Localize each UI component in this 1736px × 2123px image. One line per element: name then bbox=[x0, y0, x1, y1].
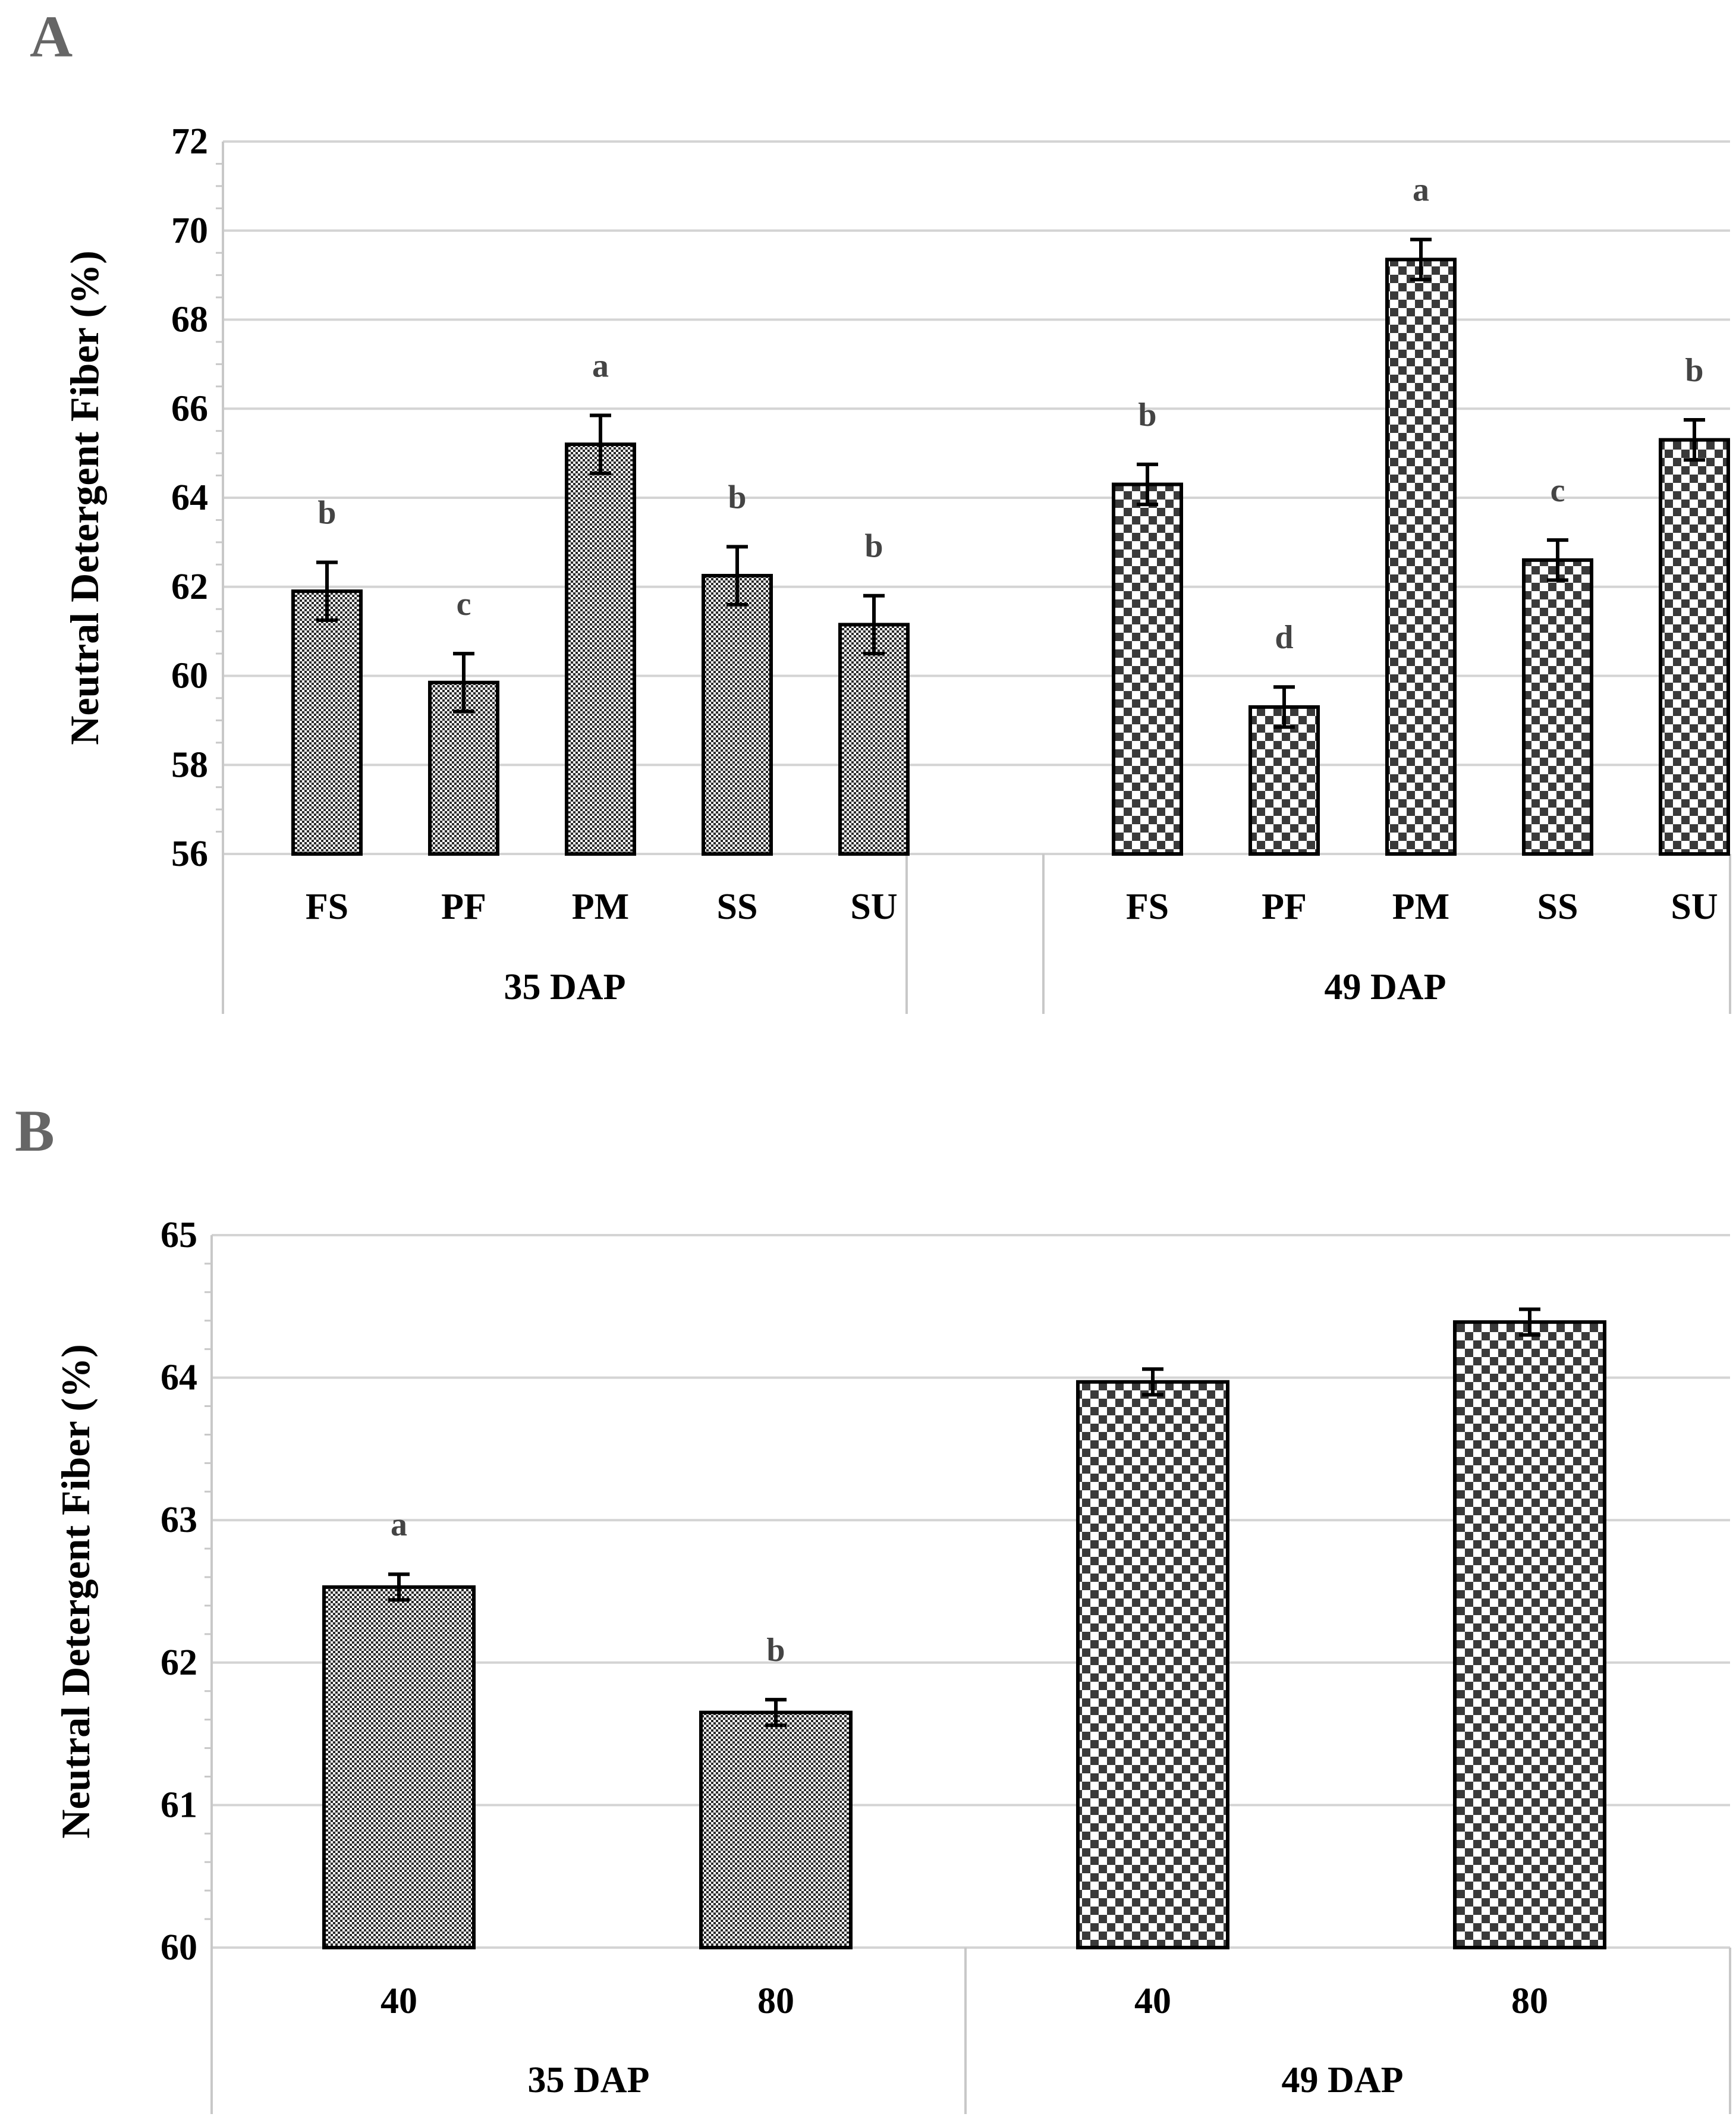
x-category-label-a-0-0: FS bbox=[306, 887, 348, 927]
bar-b-0-1 bbox=[699, 1710, 853, 1949]
x-category-label-b-0-1: 80 bbox=[757, 1981, 794, 2021]
x-category-label-a-0-1: PF bbox=[441, 887, 486, 927]
y-tick-label-a-5: 66 bbox=[171, 388, 208, 429]
x-category-label-b-1-1: 80 bbox=[1511, 1981, 1548, 2021]
significance-letter-a-0-2: a bbox=[592, 347, 609, 384]
y-tick-label-a-3: 62 bbox=[171, 567, 208, 607]
y-tick-label-b-1: 61 bbox=[161, 1785, 197, 1825]
bar-a-0-2 bbox=[565, 442, 636, 856]
bar-a-1-2 bbox=[1385, 257, 1457, 856]
panel-label-b: B bbox=[15, 1098, 55, 1164]
significance-letter-a-0-0: b bbox=[317, 495, 336, 532]
significance-letter-a-0-4: b bbox=[864, 528, 883, 565]
group-label-b-1: 49 DAP bbox=[1282, 2060, 1404, 2100]
x-category-label-a-1-3: SS bbox=[1537, 887, 1578, 927]
x-category-label-a-1-2: PM bbox=[1392, 887, 1449, 927]
x-category-label-a-1-4: SU bbox=[1671, 887, 1718, 927]
y-axis-label-a: Neutral Detergent Fiber (%) bbox=[62, 250, 107, 745]
bar-a-1-0 bbox=[1112, 482, 1183, 856]
significance-letter-b-0-0: a bbox=[391, 1506, 407, 1543]
bar-b-0-0 bbox=[322, 1585, 476, 1949]
y-tick-label-b-4: 64 bbox=[161, 1358, 197, 1398]
x-category-label-a-1-0: FS bbox=[1126, 887, 1169, 927]
significance-letter-a-1-1: d bbox=[1275, 619, 1293, 656]
bar-b-1-0 bbox=[1076, 1380, 1229, 1950]
y-tick-label-b-0: 60 bbox=[161, 1927, 197, 1968]
y-tick-label-a-1: 58 bbox=[171, 745, 208, 785]
significance-letter-a-0-3: b bbox=[728, 479, 746, 516]
group-label-a-1: 49 DAP bbox=[1325, 967, 1446, 1007]
group-label-a-0: 35 DAP bbox=[504, 967, 626, 1007]
x-category-label-a-0-2: PM bbox=[572, 887, 629, 927]
significance-letter-a-1-0: b bbox=[1138, 397, 1156, 434]
bar-a-1-1 bbox=[1248, 705, 1320, 856]
bar-a-0-0 bbox=[291, 589, 363, 856]
chart-panel-b: 60 61 62 63 64 65 Neutral Detergent Fiber (%) a… bbox=[53, 1215, 1731, 2114]
x-category-label-a-0-4: SU bbox=[850, 887, 897, 927]
panel-label-a: A bbox=[30, 4, 73, 70]
y-tick-label-b-2: 62 bbox=[161, 1643, 197, 1683]
y-tick-label-a-8: 72 bbox=[171, 121, 208, 162]
y-tick-label-a-0: 56 bbox=[171, 834, 208, 874]
y-tick-label-a-7: 70 bbox=[171, 211, 208, 251]
bar-b-1-1 bbox=[1453, 1320, 1606, 1949]
x-category-label-b-0-0: 40 bbox=[380, 1981, 417, 2021]
significance-letter-b-0-1: b bbox=[766, 1632, 785, 1669]
bar-a-0-4 bbox=[838, 623, 910, 856]
x-category-label-b-1-0: 40 bbox=[1134, 1981, 1171, 2021]
y-tick-label-a-4: 64 bbox=[171, 478, 208, 518]
y-tick-label-a-6: 68 bbox=[171, 300, 208, 340]
x-category-label-a-1-1: PF bbox=[1262, 887, 1307, 927]
y-axis-label-b: Neutral Detergent Fiber (%) bbox=[53, 1344, 98, 1838]
y-tick-label-b-5: 65 bbox=[161, 1215, 197, 1255]
significance-letter-a-0-1: c bbox=[457, 586, 471, 623]
bar-a-1-4 bbox=[1659, 438, 1730, 856]
chart-panel-a: 56 58 60 62 64 66 68 70 72 Neutral Detergent Fibe… bbox=[62, 121, 1731, 1014]
significance-letter-a-1-2: a bbox=[1413, 172, 1429, 209]
significance-letter-a-1-3: c bbox=[1551, 472, 1565, 509]
x-category-label-a-0-3: SS bbox=[717, 887, 758, 927]
bar-a-1-3 bbox=[1522, 558, 1593, 856]
y-tick-label-a-2: 60 bbox=[171, 656, 208, 696]
group-label-b-0: 35 DAP bbox=[528, 2060, 650, 2100]
bar-a-0-3 bbox=[702, 574, 773, 856]
significance-letter-a-1-4: b bbox=[1685, 352, 1703, 389]
y-tick-label-b-3: 63 bbox=[161, 1500, 197, 1540]
